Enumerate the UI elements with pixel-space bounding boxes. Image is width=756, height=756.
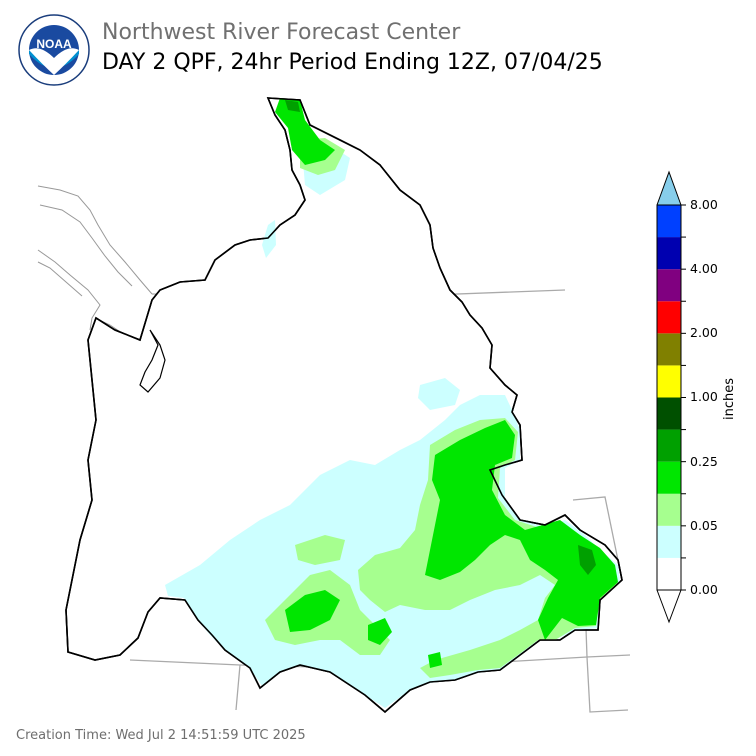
- colorbar-tick-label: 1.00: [690, 389, 718, 404]
- puget-sound-outline: [139, 329, 166, 393]
- product-title: DAY 2 QPF, 24hr Period Ending 12Z, 07/04…: [102, 50, 603, 75]
- colorbar-tick-label: 0.05: [690, 518, 718, 533]
- colorbar-over-arrow: [657, 172, 681, 205]
- colorbar-tick-label: 0.25: [690, 454, 718, 469]
- colorbar-unit: inches: [722, 377, 737, 420]
- colorbar-segment: [657, 333, 681, 366]
- noaa-logo: NOAA: [18, 14, 90, 86]
- colorbar-segment: [657, 493, 681, 526]
- colorbar-segment: [657, 205, 681, 238]
- colorbar-segment: [657, 429, 681, 462]
- colorbar-tick-label: 2.00: [690, 325, 718, 340]
- noaa-logo-text: NOAA: [36, 37, 72, 51]
- colorbar-segment: [657, 301, 681, 334]
- qpf-shading-moderate: [275, 98, 618, 668]
- qpf-shading-heavy: [285, 100, 596, 575]
- colorbar-segment: [657, 365, 681, 398]
- colorbar-segment: [657, 397, 681, 430]
- creation-time: Creation Time: Wed Jul 2 14:51:59 UTC 20…: [16, 728, 306, 743]
- colorbar-segment: [657, 237, 681, 270]
- colorbar-segment: [657, 525, 681, 558]
- colorbar-tick-label: 0.00: [690, 582, 718, 597]
- colorbar-segment: [657, 269, 681, 302]
- colorbar-tick-label: 8.00: [690, 197, 718, 212]
- colorbar-segment: [657, 461, 681, 494]
- org-title: Northwest River Forecast Center: [102, 20, 461, 45]
- basin-outline: [65, 97, 623, 714]
- colorbar-tick-label: 4.00: [690, 261, 718, 276]
- colorbar-segment: [657, 557, 681, 590]
